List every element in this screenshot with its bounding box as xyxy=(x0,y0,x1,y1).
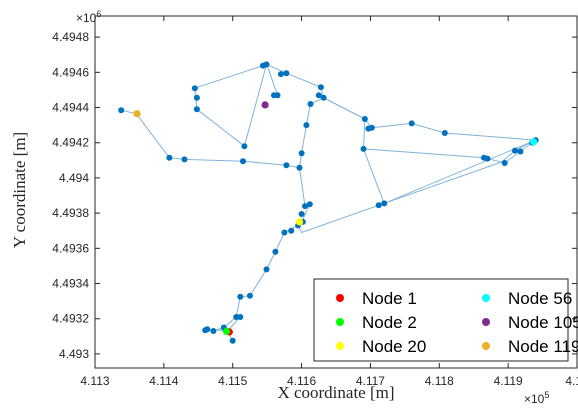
x-tick-label: 4.119 xyxy=(494,374,523,388)
network-node xyxy=(202,327,209,334)
x-tick-label: 4.115 xyxy=(218,374,247,388)
legend-marker xyxy=(336,342,344,350)
legend-marker xyxy=(482,318,490,326)
network-node xyxy=(260,62,266,69)
network-node xyxy=(283,70,290,77)
y-exponent-label: ×106 xyxy=(76,9,101,25)
network-node xyxy=(512,147,518,154)
network-node xyxy=(365,125,372,132)
y-tick-label: 4.4948 xyxy=(52,30,89,44)
y-tick-label: 4.4942 xyxy=(52,136,89,150)
y-tick-label: 4.4932 xyxy=(52,312,89,326)
network-node xyxy=(263,266,270,273)
y-tick-label: 4.4936 xyxy=(52,241,89,255)
network-edge xyxy=(266,65,278,96)
x-axis-label: X coordinate [m] xyxy=(277,383,394,402)
y-tick-label: 4.494 xyxy=(59,171,89,185)
highlight-node-marker xyxy=(133,110,141,118)
network-node xyxy=(315,92,322,99)
network-node xyxy=(441,130,448,136)
y-axis-label: Y coordinate [m] xyxy=(10,132,29,248)
x-exponent-label: ×105 xyxy=(524,390,549,406)
network-node xyxy=(381,200,388,207)
highlight-node-marker xyxy=(222,327,231,335)
network-node xyxy=(241,143,248,150)
network-node xyxy=(361,116,368,122)
network-node xyxy=(277,71,284,78)
legend-marker xyxy=(336,318,344,326)
legend-marker xyxy=(482,294,490,302)
network-node xyxy=(303,122,310,129)
highlight-node-marker xyxy=(295,218,304,226)
plot-area xyxy=(118,61,539,344)
y-tick-label: 4.4938 xyxy=(52,206,89,220)
y-tick-label: 4.493 xyxy=(59,347,89,361)
legend-label: Node 56 xyxy=(508,289,572,308)
network-node xyxy=(281,229,288,236)
network-node xyxy=(317,84,324,91)
network-node xyxy=(272,248,279,255)
legend-label: Node 20 xyxy=(362,337,426,356)
axes: 4.113 4.114 4.115 4.116 4.117 4.118 4.119 4.12 4… xyxy=(52,15,578,388)
x-tick-label: 4.116 xyxy=(287,374,316,388)
network-node xyxy=(283,162,290,169)
highlight-node-marker xyxy=(261,101,269,109)
network-node xyxy=(408,120,415,127)
network-node xyxy=(246,292,253,299)
network-node xyxy=(237,314,244,320)
x-tick-label: 4.117 xyxy=(356,374,385,388)
network-node xyxy=(298,211,305,217)
network-node xyxy=(193,106,200,113)
network-node xyxy=(320,94,327,101)
network-node xyxy=(484,155,491,162)
network-node xyxy=(166,154,173,161)
network-node xyxy=(191,85,198,92)
network-node xyxy=(298,150,305,157)
network-node xyxy=(193,94,200,101)
network-node xyxy=(501,160,508,166)
legend-marker xyxy=(482,342,490,350)
x-exponent-power: 5 xyxy=(544,390,549,400)
legend-label: Node 2 xyxy=(362,313,417,332)
network-node xyxy=(237,293,244,300)
legend-label: Node 119 xyxy=(508,337,578,356)
network-node xyxy=(296,164,303,171)
x-tick-label: 4.113 xyxy=(80,374,109,388)
network-node xyxy=(229,337,236,344)
network-node xyxy=(240,158,246,165)
legend-box xyxy=(313,278,569,362)
network-node xyxy=(307,101,314,107)
network-node xyxy=(517,148,524,155)
axes-box xyxy=(94,15,578,369)
network-node xyxy=(306,201,313,208)
legend-marker xyxy=(336,294,344,302)
network-edge xyxy=(323,97,536,164)
x-tick-label: 4.12 xyxy=(565,374,578,388)
network-node xyxy=(288,227,295,234)
x-tick-label: 4.118 xyxy=(425,374,454,388)
legend-label: Node 1 xyxy=(362,289,417,308)
network-node xyxy=(302,203,308,210)
network-node xyxy=(271,92,277,99)
network-node xyxy=(375,202,382,209)
network-node xyxy=(181,156,188,163)
network-node xyxy=(118,107,125,114)
y-tick-label: 4.4934 xyxy=(52,277,89,291)
legend: Node 1 Node 2 Node 20 Node 56 Node 105 Node 1… xyxy=(313,278,578,362)
network-node xyxy=(360,145,367,152)
network-node xyxy=(210,328,217,334)
network-node xyxy=(233,314,240,320)
y-tick-label: 4.4946 xyxy=(52,65,89,79)
network-edge xyxy=(243,64,267,147)
legend-label: Node 105 xyxy=(508,313,578,332)
y-exponent-power: 6 xyxy=(96,9,101,19)
y-tick-label: 4.4944 xyxy=(52,101,89,115)
highlight-node-marker xyxy=(530,138,538,146)
x-tick-label: 4.114 xyxy=(149,374,178,388)
